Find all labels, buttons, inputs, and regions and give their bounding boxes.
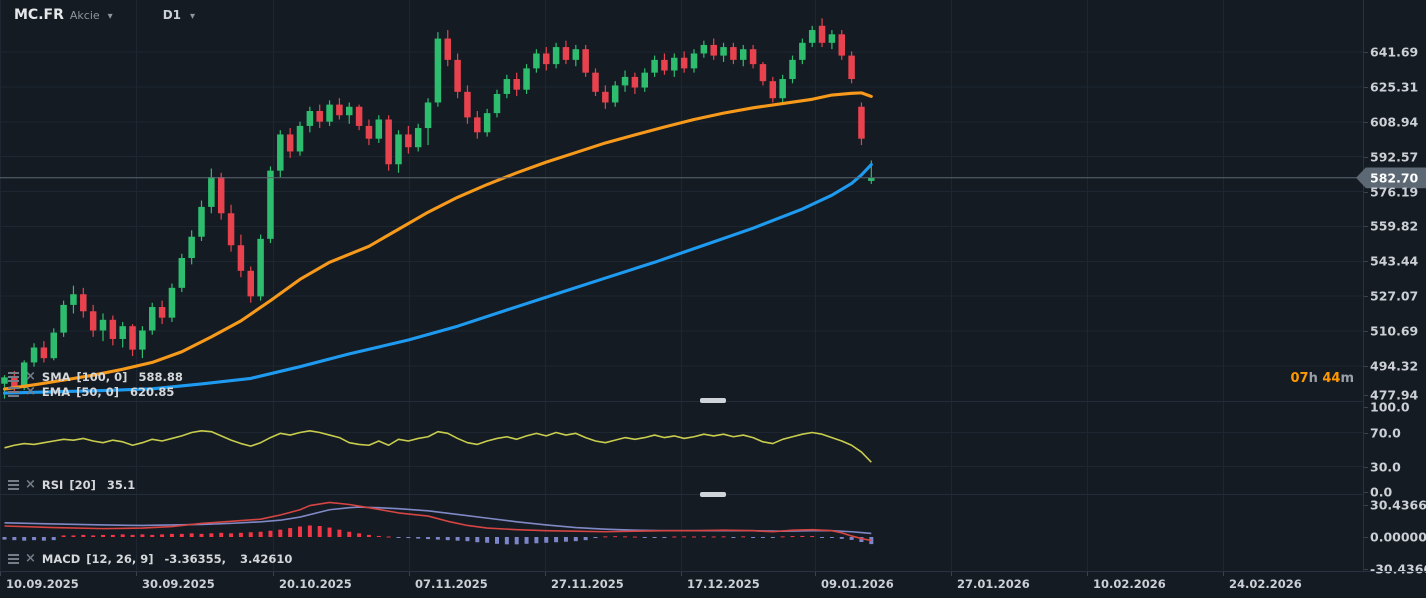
timeframe-label: D1	[162, 8, 181, 22]
rsi-axis-label: 70.0	[1370, 425, 1401, 440]
settings-icon[interactable]	[8, 554, 19, 564]
candles-chart[interactable]	[0, 0, 1363, 571]
indicator-legend-macd: × MACD [12, 26, 9] -3.36355, 3.42610	[8, 552, 292, 566]
price-axis-label: 576.19	[1370, 184, 1419, 200]
indicator-legend-rsi: × RSI [20] 35.1	[8, 478, 135, 492]
indicator-params: [50, 0]	[76, 385, 119, 399]
close-icon[interactable]: ×	[25, 477, 36, 492]
indicator-value-signal: 3.42610	[240, 552, 293, 566]
time-axis-label: 20.10.2025	[279, 577, 352, 591]
time-axis-label: 07.11.2025	[415, 577, 488, 591]
chevron-down-icon: ▾	[190, 11, 196, 22]
price-axis-label: 641.69	[1370, 44, 1419, 60]
time-axis-label: 10.02.2026	[1093, 577, 1166, 591]
indicator-value: 35.1	[106, 478, 136, 492]
time-axis-label: 10.09.2025	[6, 577, 79, 591]
time-axis-label: 27.11.2025	[551, 577, 624, 591]
time-axis-label: 17.12.2025	[687, 577, 760, 591]
price-axis-label: 543.44	[1370, 253, 1419, 269]
time-axis-label: 24.02.2026	[1229, 577, 1302, 591]
price-axis-label: 592.57	[1370, 149, 1419, 165]
indicator-name: EMA	[41, 385, 71, 399]
time-axis-label: 30.09.2025	[142, 577, 215, 591]
macd-axis-label: -30.4366	[1370, 561, 1426, 577]
close-icon[interactable]: ×	[25, 369, 36, 384]
time-axis[interactable]: 10.09.2025 30.09.2025 20.10.2025 07.11.2025…	[0, 571, 1426, 598]
panel-resize-handle[interactable]	[700, 398, 726, 403]
rsi-axis-label: 30.0	[1370, 459, 1401, 474]
timeframe-selector[interactable]: D1 ▾	[163, 8, 195, 22]
indicator-value-macd: -3.36355,	[164, 552, 227, 566]
indicator-name: MACD	[41, 552, 81, 566]
price-axis-label: 494.32	[1370, 358, 1419, 374]
time-axis-label: 27.01.2026	[957, 577, 1030, 591]
price-axis-label: 477.94	[1370, 387, 1419, 403]
macd-histogram	[2, 525, 874, 545]
indicator-params: [100, 0]	[76, 370, 128, 384]
indicator-params: [20]	[69, 478, 96, 492]
indicator-value: 620.85	[130, 385, 175, 399]
indicator-legend-ema: × EMA [50, 0] 620.85	[8, 385, 174, 399]
indicator-name: SMA	[41, 370, 71, 384]
candlestick-series	[1, 18, 875, 399]
indicator-value: 588.88	[138, 370, 183, 384]
candle-close-countdown: 07h 44m	[1290, 371, 1354, 386]
chart-header: MC.FR Akcie ▾ D1 ▾	[14, 7, 195, 23]
indicator-params: [12, 26, 9]	[86, 552, 154, 566]
rsi-axis-label: 0.0	[1370, 484, 1393, 500]
symbol-ticker: MC.FR	[14, 7, 64, 23]
price-axis-label: 625.31	[1370, 79, 1419, 95]
chart-grid	[0, 0, 1363, 571]
price-axis-label: 559.82	[1370, 218, 1419, 234]
instrument-type-label: Akcie	[69, 9, 100, 22]
price-axis-label: 510.69	[1370, 323, 1419, 339]
macd-signal-line[interactable]	[4, 506, 872, 535]
rsi-line[interactable]	[4, 429, 872, 463]
ma-overlay-line[interactable]	[2, 91, 873, 391]
indicator-name: RSI	[41, 478, 64, 492]
panel-resize-handle[interactable]	[700, 492, 726, 497]
settings-icon[interactable]	[8, 480, 19, 490]
macd-axis-label: 0.00000	[1370, 529, 1426, 545]
close-icon[interactable]: ×	[25, 384, 36, 399]
settings-icon[interactable]	[8, 372, 19, 382]
macd-line[interactable]	[4, 501, 872, 542]
settings-icon[interactable]	[8, 387, 19, 397]
close-icon[interactable]: ×	[25, 551, 36, 566]
price-axis-label: 527.07	[1370, 288, 1419, 304]
ma-overlay-line[interactable]	[2, 162, 873, 395]
price-axis[interactable]: 582.70 641.69 625.31 608.94 592.57 576.19 559…	[1356, 0, 1426, 576]
rsi-axis-label: 100.0	[1370, 399, 1410, 415]
time-axis-label: 09.01.2026	[821, 577, 894, 591]
indicator-legend-sma: × SMA [100, 0] 588.88	[8, 370, 183, 384]
chevron-down-icon: ▾	[107, 11, 113, 22]
price-axis-label: 608.94	[1370, 114, 1419, 130]
symbol-selector[interactable]: MC.FR Akcie ▾	[14, 7, 113, 23]
current-price-tag: 582.70	[1356, 167, 1426, 189]
